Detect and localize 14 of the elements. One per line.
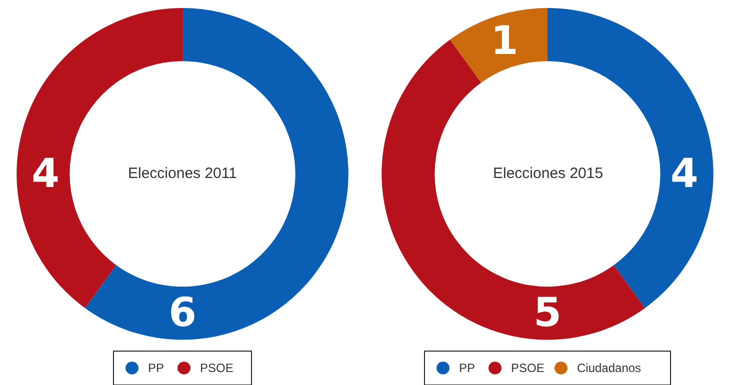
legend-label: PSOE	[511, 361, 544, 375]
legend-label: Ciudadanos	[577, 361, 642, 375]
data-label: 4	[32, 150, 60, 197]
text: Elecciones 2011	[128, 165, 237, 182]
legend-label: PP	[459, 361, 476, 375]
text: Elecciones 2015	[493, 165, 604, 182]
data-label: 6	[168, 290, 196, 336]
legend-label: PSOE	[200, 361, 234, 375]
legend-label: PP	[148, 361, 164, 375]
data-label: 5	[534, 290, 562, 336]
data-label: 1	[490, 18, 518, 64]
data-label: 4	[670, 150, 698, 197]
donut-slice	[85, 8, 348, 340]
donut-slice	[450, 8, 548, 83]
